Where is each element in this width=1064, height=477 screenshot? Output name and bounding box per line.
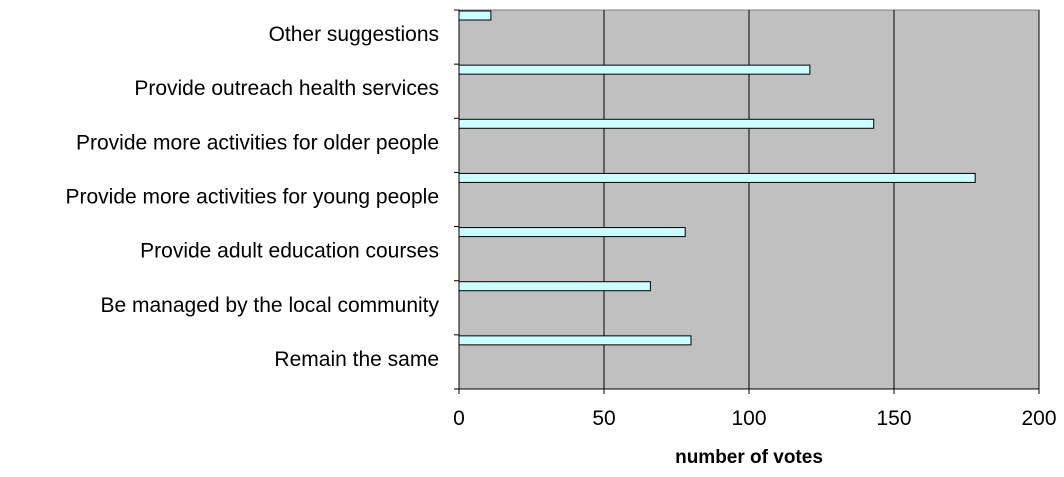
x-tick-label: 50 <box>592 407 615 430</box>
axes <box>454 9 1040 394</box>
x-axis-title: number of votes <box>675 447 823 468</box>
x-tick-labels: 0 50 100 150 200 <box>453 407 1056 430</box>
bar <box>458 172 976 183</box>
category-label: Provide outreach health services <box>134 77 439 100</box>
category-label: Other suggestions <box>269 23 439 46</box>
category-label: Provide more activities for young people <box>65 186 439 209</box>
bar <box>458 227 686 238</box>
category-label: Provide adult education courses <box>140 240 439 263</box>
x-tick-label: 0 <box>453 407 465 430</box>
category-label: Provide more activities for older people <box>76 131 439 154</box>
bar <box>458 64 811 75</box>
x-tick-label: 100 <box>731 407 766 430</box>
x-tick-label: 150 <box>876 407 911 430</box>
bar <box>458 10 492 21</box>
category-label: Be managed by the local community <box>100 294 439 317</box>
x-tick-label: 200 <box>1021 407 1056 430</box>
category-labels: Other suggestions Provide outreach health… <box>65 23 439 371</box>
bar <box>458 335 692 346</box>
bar <box>458 118 875 129</box>
category-label: Remain the same <box>274 348 439 371</box>
bar <box>458 281 651 292</box>
